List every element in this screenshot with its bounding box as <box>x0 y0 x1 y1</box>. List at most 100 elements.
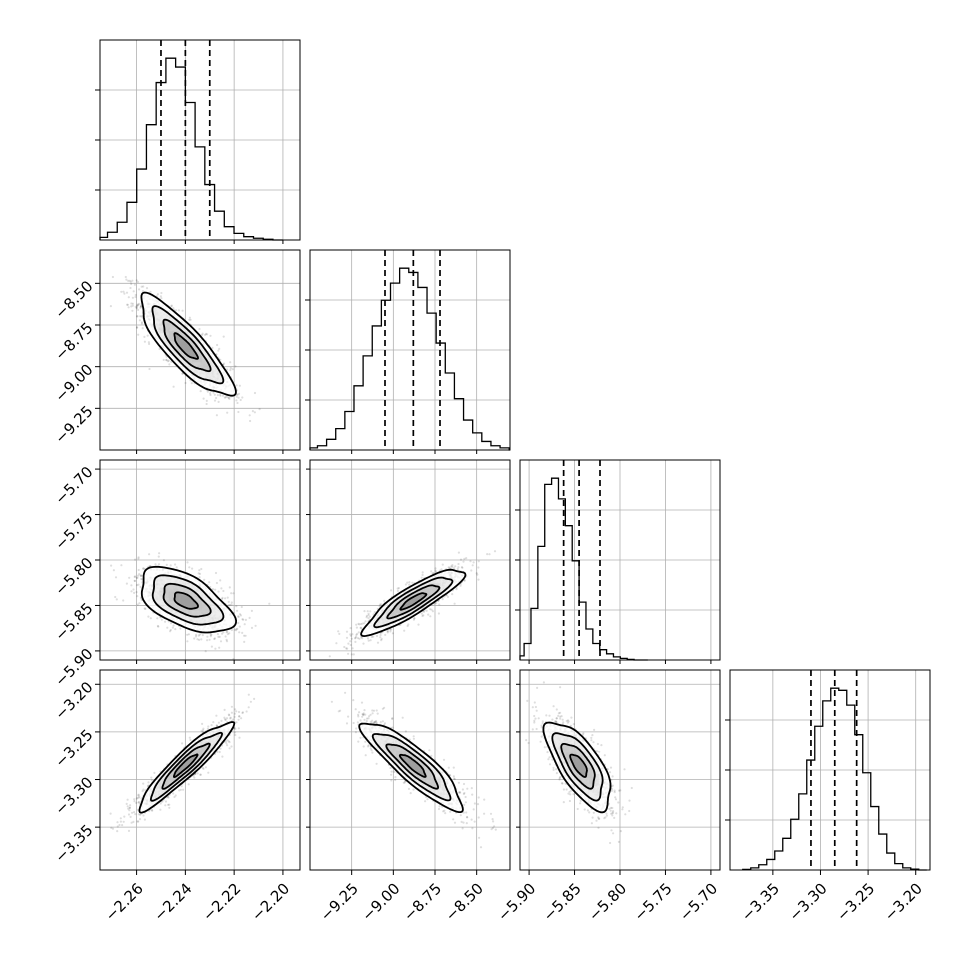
scatter-point <box>238 736 241 739</box>
scatter-point <box>221 632 224 635</box>
scatter-point <box>143 818 146 821</box>
scatter-point <box>219 579 222 582</box>
scatter-point <box>201 722 204 726</box>
scatter-point <box>222 631 225 634</box>
scatter-point <box>116 825 119 828</box>
scatter-point <box>131 279 134 282</box>
scatter-point <box>406 624 409 628</box>
scatter-point <box>448 566 451 569</box>
scatter-point <box>131 304 134 307</box>
scatter-point <box>182 788 185 791</box>
scatter-point <box>477 566 480 569</box>
scatter-point <box>349 640 352 643</box>
scatter-point <box>166 626 169 629</box>
scatter-point <box>123 815 126 818</box>
scatter-point <box>134 575 137 578</box>
scatter-point <box>201 332 204 335</box>
scatter-point <box>137 303 140 306</box>
scatter-point <box>237 392 241 395</box>
scatter-point <box>134 295 137 299</box>
scatter-point <box>242 618 245 621</box>
scatter-point <box>205 399 208 402</box>
scatter-point <box>396 589 399 593</box>
scatter-point <box>133 800 136 803</box>
scatter-point <box>140 315 143 318</box>
scatter-panel-2-1 <box>309 459 511 661</box>
scatter-point <box>169 622 173 625</box>
scatter-point <box>355 635 358 638</box>
scatter-point <box>195 633 198 637</box>
scatter-point <box>135 326 139 329</box>
scatter-point <box>227 600 230 604</box>
scatter-point <box>186 633 189 636</box>
scatter-point <box>172 624 175 627</box>
scatter-point <box>139 585 142 589</box>
scatter-point <box>130 305 133 308</box>
scatter-point <box>397 587 400 590</box>
scatter-point <box>239 614 242 617</box>
scatter-point <box>132 820 135 824</box>
scatter-point <box>137 557 140 560</box>
scatter-point <box>143 340 146 343</box>
scatter-point <box>216 343 219 347</box>
scatter-point <box>156 624 159 628</box>
scatter-point <box>140 577 143 581</box>
scatter-point <box>488 553 491 556</box>
scatter-point <box>373 611 376 614</box>
scatter-point <box>241 631 244 635</box>
scatter-point <box>451 565 454 568</box>
scatter-point <box>235 605 238 608</box>
scatter-point <box>206 635 209 638</box>
scatter-point <box>355 623 358 626</box>
scatter-point <box>253 391 257 395</box>
scatter-point <box>123 292 126 295</box>
scatter-point <box>384 633 387 637</box>
scatter-point <box>147 784 150 787</box>
scatter-point <box>204 766 207 769</box>
scatter-point <box>369 615 372 618</box>
scatter-point <box>156 617 159 620</box>
scatter-point <box>228 603 231 607</box>
scatter-point <box>131 296 134 299</box>
contour-level-3 <box>399 592 428 611</box>
scatter-point <box>205 332 208 335</box>
scatter-point <box>417 623 420 626</box>
scatter-point <box>202 727 205 730</box>
scatter-point <box>148 342 151 346</box>
scatter-point <box>135 584 139 587</box>
scatter-point <box>134 305 137 308</box>
scatter-point <box>169 628 172 632</box>
scatter-point <box>125 278 128 281</box>
scatter-point <box>213 637 216 640</box>
scatter-point <box>451 564 454 567</box>
scatter-point <box>347 642 350 645</box>
scatter-point <box>135 279 138 282</box>
scatter-point <box>135 307 138 310</box>
scatter-point <box>453 602 456 605</box>
scatter-point <box>372 635 375 638</box>
scatter-point <box>132 588 135 591</box>
scatter-point <box>187 783 190 786</box>
scatter-point <box>420 612 423 615</box>
scatter-point <box>238 613 242 616</box>
scatter-point <box>137 801 140 804</box>
scatter-point <box>198 572 202 576</box>
scatter-point <box>221 394 225 397</box>
scatter-point <box>369 639 372 642</box>
scatter-point <box>451 593 454 596</box>
histogram-step-3 <box>742 687 927 871</box>
scatter-point <box>434 570 438 573</box>
scatter-point <box>386 630 389 633</box>
scatter-point <box>435 602 438 605</box>
scatter-point <box>137 556 140 559</box>
scatter-point <box>471 564 474 567</box>
scatter-point <box>493 550 497 553</box>
scatter-point <box>137 820 140 823</box>
scatter-point <box>219 393 222 396</box>
scatter-point <box>367 612 370 615</box>
histogram-step-2 <box>519 477 648 661</box>
scatter-point <box>142 567 145 570</box>
scatter-point <box>236 393 239 396</box>
scatter-point <box>116 830 119 833</box>
scatter-point <box>403 629 406 632</box>
